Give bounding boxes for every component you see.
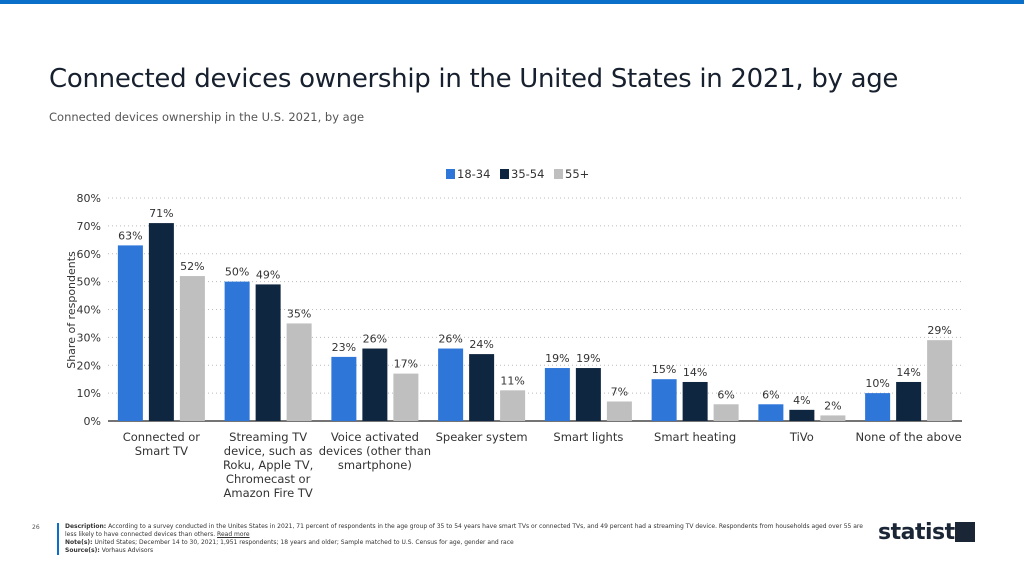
page-number: 26 [32, 524, 40, 531]
data-label: 14% [896, 366, 920, 379]
data-label: 35% [287, 307, 311, 320]
footer-notes: Description: According to a survey condu… [57, 523, 865, 555]
data-label: 2% [824, 399, 841, 412]
data-label: 26% [363, 333, 387, 346]
data-label: 7% [611, 385, 628, 398]
x-tick-label: Smart TV [135, 444, 188, 458]
x-tick-label: TiVo [789, 430, 814, 444]
x-tick-label: Amazon Fire TV [224, 486, 313, 500]
data-label: 11% [500, 374, 524, 387]
x-tick-label: Voice activated [331, 430, 419, 444]
x-tick-label: Connected or [123, 430, 201, 444]
data-label: 19% [545, 352, 569, 365]
bar-18-34-2 [331, 356, 357, 421]
chart-title: Connected devices ownership in the Unite… [49, 64, 899, 94]
data-label: 6% [762, 388, 779, 401]
bar-55+-4 [606, 401, 632, 421]
data-label: 15% [652, 363, 676, 376]
data-label: 52% [180, 260, 204, 273]
x-tick-label: Chromecast or [226, 472, 311, 486]
chart-subtitle: Connected devices ownership in the U.S. … [49, 110, 365, 124]
y-tick-label: 80% [77, 192, 101, 205]
bar-18-34-1 [224, 281, 250, 421]
top-accent-bar [0, 0, 1024, 4]
bar-chart: 0% 10% 20% 30% 40% 50% 60% 70% 80% Share of respo… [65, 167, 962, 500]
bar-35-54-0 [148, 223, 174, 421]
bar-18-34-4 [544, 368, 570, 421]
y-tick-label: 50% [77, 276, 101, 289]
data-label: 63% [118, 229, 142, 242]
data-label: 6% [717, 388, 734, 401]
bar-35-54-6 [789, 409, 815, 421]
y-tick-label: 70% [77, 220, 101, 233]
y-tick-label: 30% [77, 331, 101, 344]
data-label: 23% [332, 341, 356, 354]
data-label: 50% [225, 266, 249, 279]
data-label: 49% [256, 268, 280, 281]
bar-18-34-7 [865, 393, 891, 421]
data-label: 14% [683, 366, 707, 379]
x-tick-label: devices (other than [319, 444, 431, 458]
bar-35-54-4 [575, 368, 601, 421]
data-label: 71% [149, 207, 173, 220]
bar-55+-0 [179, 276, 205, 421]
legend-swatch-18-34 [446, 169, 455, 179]
bar-35-54-5 [682, 381, 708, 421]
data-label: 17% [394, 358, 418, 371]
legend-swatch-35-54 [500, 169, 509, 179]
y-tick-label: 0% [84, 415, 101, 428]
y-axis-label: Share of respondents [65, 251, 78, 369]
y-tick-label: 20% [77, 359, 101, 372]
data-label: 29% [927, 324, 951, 337]
bar-55+-7 [927, 340, 953, 421]
legend-label-35-54: 35-54 [511, 167, 544, 181]
bar-55+-1 [286, 323, 312, 421]
x-tick-label: Smart heating [654, 430, 736, 444]
bar-35-54-3 [469, 354, 495, 421]
bar-18-34-6 [758, 404, 784, 421]
bar-18-34-3 [438, 348, 464, 421]
legend-label-55+: 55+ [565, 167, 589, 181]
bar-55+-3 [500, 390, 526, 421]
notes-text: United States; December 14 to 30, 2021; … [94, 539, 514, 546]
read-more-link[interactable]: Read more [217, 531, 250, 538]
x-tick-label: Roku, Apple TV, [223, 458, 313, 472]
statista-logo-mark [955, 522, 975, 542]
data-label: 26% [438, 333, 462, 346]
statista-logo: statista [878, 520, 969, 545]
bar-55+-6 [820, 415, 846, 421]
data-label: 19% [576, 352, 600, 365]
bar-35-54-1 [255, 284, 281, 421]
bar-55+-2 [393, 373, 419, 421]
data-label: 10% [865, 377, 889, 390]
source-text: Vorhaus Advisors [101, 547, 154, 554]
description-text: According to a survey conducted in the U… [65, 523, 863, 538]
notes-label: Note(s): [65, 539, 93, 546]
legend-swatch-55+ [554, 169, 563, 179]
x-tick-label: Streaming TV [229, 430, 307, 444]
bar-55+-5 [713, 404, 739, 421]
y-tick-label: 40% [77, 304, 101, 317]
bar-35-54-7 [896, 381, 922, 421]
source-label: Source(s): [65, 547, 100, 554]
data-label: 24% [469, 338, 493, 351]
bar-18-34-0 [117, 245, 143, 421]
legend-label-18-34: 18-34 [457, 167, 490, 181]
x-tick-label: smartphone) [338, 458, 412, 472]
bar-35-54-2 [362, 348, 388, 421]
x-tick-label: device, such as [224, 444, 313, 458]
description-label: Description: [65, 523, 107, 530]
data-label: 4% [793, 394, 810, 407]
bar-18-34-5 [651, 379, 677, 421]
y-tick-label: 10% [77, 387, 101, 400]
x-tick-label: None of the above [856, 430, 962, 444]
y-tick-label: 60% [77, 248, 101, 261]
x-tick-label: Smart lights [553, 430, 623, 444]
x-tick-label: Speaker system [436, 430, 528, 444]
